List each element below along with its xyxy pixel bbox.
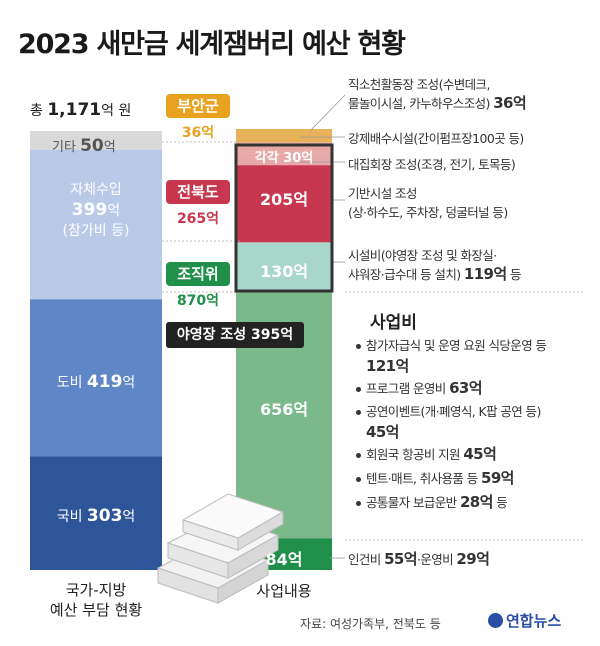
money-stack-icon xyxy=(156,493,285,604)
right-bar-segment-1 xyxy=(236,142,332,154)
yonhap-logo: 연합뉴스 xyxy=(488,610,561,631)
business-item-text: 공통물자 보급운반 xyxy=(366,495,457,510)
business-item: 회원국 항공비 지원 45억 xyxy=(356,444,497,465)
badge-jeonbuk-amount: 265억 xyxy=(176,211,220,227)
business-item-amount: 45억 xyxy=(463,445,497,463)
left-bar-segment-1 xyxy=(30,149,162,300)
connector-lines xyxy=(300,94,346,559)
badge-org-amount: 870억 xyxy=(176,293,220,309)
left-national-label: 국비 303억 xyxy=(56,506,136,526)
badge-buan-amount: 36억 xyxy=(181,125,215,141)
bullet-icon xyxy=(356,344,361,349)
left-total: 총 1,171억 원 xyxy=(30,100,132,120)
annotation-infra: 기반시설 조성 (상·하수도, 주차장, 덩굴터널 등) xyxy=(348,186,508,220)
annotation-facility: 시설비(야영장 조성 및 화장실· 샤워장·급수대 등 설치) 119억 등 xyxy=(348,248,521,283)
source-note: 자료: 여성가족부, 전북도 등 xyxy=(300,617,441,631)
business-item-text: 공연이벤트(개·폐영식, K팝 공연 등) xyxy=(366,404,541,419)
business-item-tail: 등 xyxy=(492,495,508,510)
business-item-text: 텐트·매트, 취사용품 등 xyxy=(366,471,478,486)
business-item-amount: 28억 xyxy=(459,493,493,511)
yonhap-globe-icon xyxy=(488,613,503,628)
business-item: 참가자급식 및 운영 요원 식당운영 등 121억 xyxy=(356,336,547,377)
business-item: 프로그램 운영비 63억 xyxy=(356,378,483,399)
right-84-label: 84억 xyxy=(265,550,303,569)
business-item: 공연이벤트(개·폐영식, K팝 공연 등) 45억 xyxy=(356,402,541,443)
left-bar-segment-3 xyxy=(30,456,162,570)
badge-buan: 부안군 xyxy=(166,94,230,118)
left-province-label: 도비 419억 xyxy=(56,372,136,392)
annotation-assembly: 대집회장 조성(조경, 전기, 토목등) xyxy=(348,157,516,172)
bullet-icon xyxy=(356,410,361,415)
business-item-amount: 63억 xyxy=(449,379,482,397)
right-each30-label: 각각 30억 xyxy=(254,151,314,166)
left-bar-segment-2 xyxy=(30,299,162,457)
bullet-icon xyxy=(356,453,361,458)
right-130-label: 130억 xyxy=(259,262,309,281)
campsite-callout: 야영장 조성 395억 xyxy=(166,322,304,348)
page-title: 2023 새만금 세계잼버리 예산 현황 xyxy=(18,29,406,60)
right-bar-segment-3 xyxy=(236,165,332,243)
left-caption: 국가-지방 예산 부담 현황 xyxy=(49,581,143,619)
bullet-icon xyxy=(356,387,361,392)
left-bar-group xyxy=(30,131,162,570)
annotation-labor: 인건비 55억·운영비 29억 xyxy=(348,550,490,568)
business-item: 텐트·매트, 취사용품 등 59억 xyxy=(356,468,514,489)
business-title: 사업비 xyxy=(370,313,417,333)
business-item-amount: 121억 xyxy=(366,357,409,375)
badge-jeonbuk: 전북도 xyxy=(166,180,230,204)
dotted-separators xyxy=(162,141,585,541)
right-bar-segment-0 xyxy=(236,129,332,143)
business-item-text: 회원국 항공비 지원 xyxy=(366,447,461,462)
left-bar-segment-0 xyxy=(30,131,162,150)
business-item-amount: 45억 xyxy=(366,423,399,441)
right-205-label: 205억 xyxy=(259,190,309,209)
left-self-label: 자체수입 399억 (참가비 등) xyxy=(62,182,130,239)
bullet-icon xyxy=(356,501,361,506)
campsite-bracket xyxy=(234,143,334,293)
business-item-text: 프로그램 운영비 xyxy=(366,381,446,396)
left-etc-label: 기타 50억 xyxy=(52,136,116,156)
business-item-text: 참가자급식 및 운영 요원 식당운영 등 xyxy=(366,338,547,353)
right-bar-segment-2 xyxy=(236,153,332,166)
right-bar-segment-4 xyxy=(236,242,332,292)
right-caption: 사업내용 xyxy=(256,582,312,600)
annotation-jiksocheon: 직소천활동장 조성(수변데크, 물놀이시설, 카누하우스조성) 36억 xyxy=(348,77,527,112)
business-item: 공통물자 보급운반 28억 등 xyxy=(356,492,508,513)
bullet-icon xyxy=(356,477,361,482)
badge-org: 조직위 xyxy=(166,262,230,286)
business-item-amount: 59억 xyxy=(480,469,514,487)
annotation-drainage: 강제배수시설(간이펌프장100곳 등) xyxy=(348,131,524,146)
right-656-label: 656억 xyxy=(259,400,309,419)
